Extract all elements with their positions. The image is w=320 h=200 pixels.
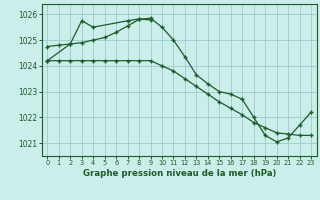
X-axis label: Graphe pression niveau de la mer (hPa): Graphe pression niveau de la mer (hPa) [83, 169, 276, 178]
